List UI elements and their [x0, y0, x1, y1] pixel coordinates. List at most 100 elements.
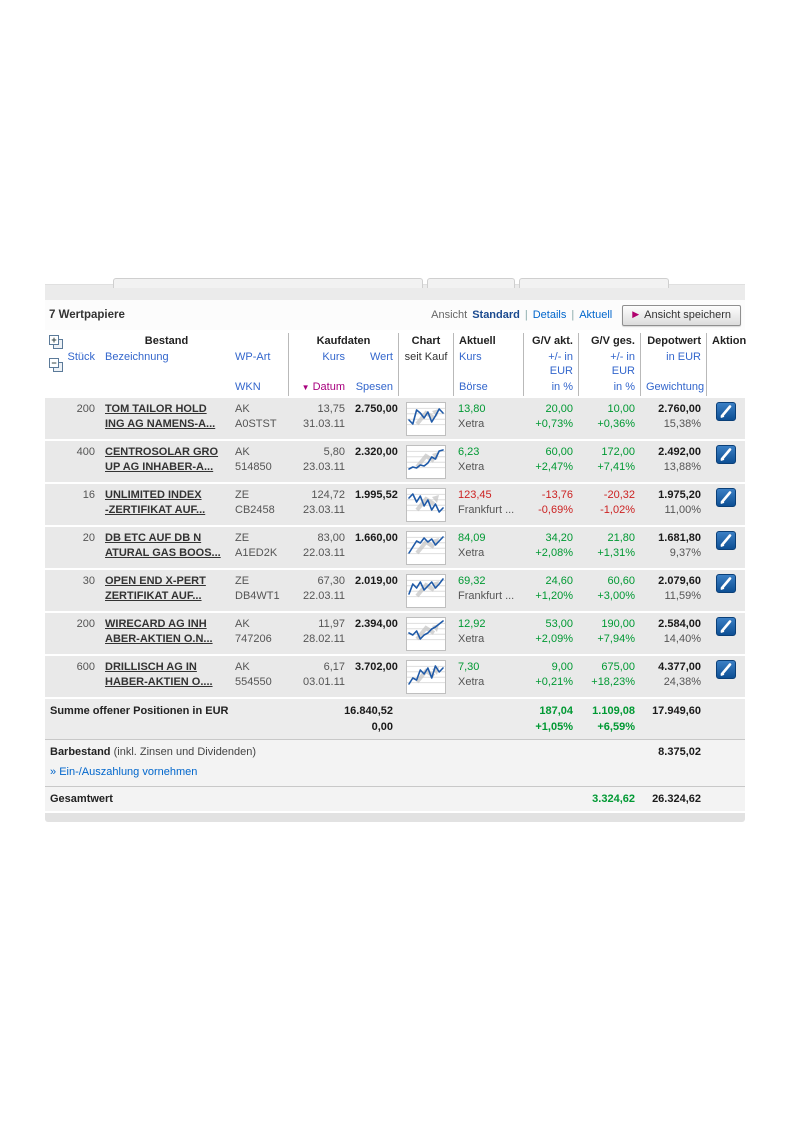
quantity: 16 — [82, 489, 95, 501]
depot-value-weight: 2.760,00 15,38% — [658, 403, 701, 430]
tab-stub[interactable] — [519, 278, 669, 288]
trade-action-button[interactable] — [715, 531, 736, 550]
header-wkn[interactable]: WKN — [235, 381, 261, 393]
gv-today: 20,00 +0,73% — [535, 403, 573, 430]
sparkline-chart-icon[interactable] — [405, 617, 446, 651]
gv-today: 53,00 +2,09% — [535, 618, 573, 645]
trade-action-button[interactable] — [715, 402, 736, 421]
buy-value: 2.394,00 — [355, 618, 398, 630]
header-stueck[interactable]: Stück — [67, 351, 95, 363]
separator: | — [524, 309, 528, 321]
colgroup-chart: Chart — [398, 333, 453, 349]
header-gv-ges-pct[interactable]: in % — [578, 379, 640, 396]
panel-bottom-bar — [45, 813, 745, 822]
expand-all-icon[interactable]: + — [49, 335, 63, 349]
quantity: 400 — [76, 446, 95, 458]
security-name-link[interactable]: OPEN END X-PERT ZERTIFIKAT AUF... — [105, 575, 206, 602]
view-aktuell[interactable]: Aktuell — [579, 309, 613, 321]
wp-art-wkn: AK 514850 — [235, 446, 272, 473]
buy-value: 1.660,00 — [355, 532, 398, 544]
trade-action-button[interactable] — [715, 660, 736, 679]
chart-thumbnail[interactable] — [398, 398, 453, 439]
total-label: Gesamtwert — [50, 793, 113, 805]
header-gewichtung[interactable]: Gewichtung — [640, 379, 706, 396]
save-view-button[interactable]: ▶ Ansicht speichern — [622, 304, 741, 326]
wp-art-wkn: AK A0STST — [235, 403, 277, 430]
total-value: 26.324,62 — [652, 793, 701, 805]
view-standard[interactable]: Standard — [472, 309, 520, 321]
depot-value-weight: 2.584,00 14,40% — [658, 618, 701, 645]
separator: | — [571, 309, 575, 321]
trade-action-button[interactable] — [715, 617, 736, 636]
sparkline-chart-icon[interactable] — [405, 488, 446, 522]
security-name-link[interactable]: TOM TAILOR HOLD ING AG NAMENS-A... — [105, 403, 216, 430]
header-bezeichnung[interactable]: Bezeichnung — [105, 351, 169, 363]
cropped-tab-bar — [45, 276, 745, 288]
trade-action-button[interactable] — [715, 488, 736, 507]
colgroup-aktion: Aktion — [706, 333, 746, 349]
ansicht-label: Ansicht — [431, 309, 468, 321]
cash-balance-row: Barbestand (inkl. Zinsen und Dividenden)… — [45, 739, 745, 786]
total-gv: 3.324,62 — [592, 793, 635, 805]
header-spesen[interactable]: Spesen — [355, 381, 393, 393]
sum-label: Summe offener Positionen in EUR — [50, 705, 229, 717]
view-details[interactable]: Details — [532, 309, 567, 321]
chart-thumbnail[interactable] — [398, 527, 453, 568]
header-kurs-aktuell[interactable]: Kurs — [453, 349, 523, 379]
security-name-link[interactable]: DRILLISCH AG IN HABER-AKTIEN O.... — [105, 661, 213, 688]
current-price-exchange: 84,09 Xetra — [458, 532, 486, 559]
tab-stub[interactable] — [113, 278, 423, 288]
action-cell — [706, 570, 745, 611]
view-switcher: Ansicht Standard | Details | Aktuell — [431, 309, 612, 321]
security-name-link[interactable]: CENTROSOLAR GRO UP AG INHABER-A... — [105, 446, 219, 473]
position-row: 600 DRILLISCH AG IN HABER-AKTIEN O.... AK… — [45, 656, 745, 697]
security-name-link[interactable]: WIRECARD AG INH ABER-AKTIEN O.N... — [105, 618, 213, 645]
header-wert[interactable]: Wert — [369, 351, 393, 363]
gv-total: 675,00 +18,23% — [591, 661, 635, 688]
sum-wert: 16.840,52 0,00 — [344, 705, 393, 733]
position-row: 200 WIRECARD AG INH ABER-AKTIEN O.N... AK… — [45, 613, 745, 654]
header-datum-sorted[interactable]: ▼ Datum — [288, 379, 350, 396]
chevrons-icon: » — [50, 766, 57, 778]
deposit-withdraw-link[interactable]: » Ein-/Auszahlung vornehmen — [50, 766, 198, 778]
depot-value-weight: 1.975,20 11,00% — [658, 489, 701, 516]
header-boerse[interactable]: Börse — [453, 379, 523, 396]
chart-thumbnail[interactable] — [398, 613, 453, 654]
header-gv-akt-pct[interactable]: in % — [523, 379, 578, 396]
cash-balance-value: 8.375,02 — [658, 746, 701, 758]
tab-stub[interactable] — [427, 278, 515, 288]
chart-thumbnail[interactable] — [398, 484, 453, 525]
position-row: 400 CENTROSOLAR GRO UP AG INHABER-A... AK… — [45, 441, 745, 482]
current-price-exchange: 13,80 Xetra — [458, 403, 486, 430]
security-name-link[interactable]: UNLIMITED INDEX -ZERTIFIKAT AUF... — [105, 489, 206, 516]
header-in-eur[interactable]: in EUR — [640, 349, 706, 379]
depot-value-weight: 2.492,00 13,88% — [658, 446, 701, 473]
sparkline-chart-icon[interactable] — [405, 574, 446, 608]
depot-panel: 7 Wertpapiere Ansicht Standard | Details… — [45, 276, 746, 822]
header-wp-art[interactable]: WP-Art — [235, 351, 271, 363]
collapse-all-icon[interactable]: − — [49, 358, 63, 372]
gv-today: 34,20 +2,08% — [535, 532, 573, 559]
header-kurs[interactable]: Kurs — [288, 349, 350, 379]
chart-thumbnail[interactable] — [398, 656, 453, 697]
buy-price-date: 5,80 23.03.11 — [302, 446, 345, 473]
buy-price-date: 67,30 22.03.11 — [302, 575, 345, 602]
gv-today: 24,60 +1,20% — [535, 575, 573, 602]
quantity: 200 — [76, 618, 95, 630]
header-gv-akt-eur[interactable]: +/- in EUR — [523, 349, 578, 379]
header-gv-ges-eur[interactable]: +/- in EUR — [578, 349, 640, 379]
trade-action-button[interactable] — [715, 574, 736, 593]
trade-action-button[interactable] — [715, 445, 736, 464]
sparkline-chart-icon[interactable] — [405, 445, 446, 479]
header-seit-kauf: seit Kauf — [398, 349, 453, 379]
sparkline-chart-icon[interactable] — [405, 402, 446, 436]
sum-gv-akt: 187,04 +1,05% — [535, 705, 573, 733]
quantity: 600 — [76, 661, 95, 673]
security-name-link[interactable]: DB ETC AUF DB N ATURAL GAS BOOS... — [105, 532, 221, 559]
colgroup-kaufdaten: Kaufdaten — [288, 333, 398, 349]
sparkline-chart-icon[interactable] — [405, 660, 446, 694]
chart-thumbnail[interactable] — [398, 441, 453, 482]
chart-thumbnail[interactable] — [398, 570, 453, 611]
colgroup-gv-ges: G/V ges. — [578, 333, 640, 349]
sparkline-chart-icon[interactable] — [405, 531, 446, 565]
